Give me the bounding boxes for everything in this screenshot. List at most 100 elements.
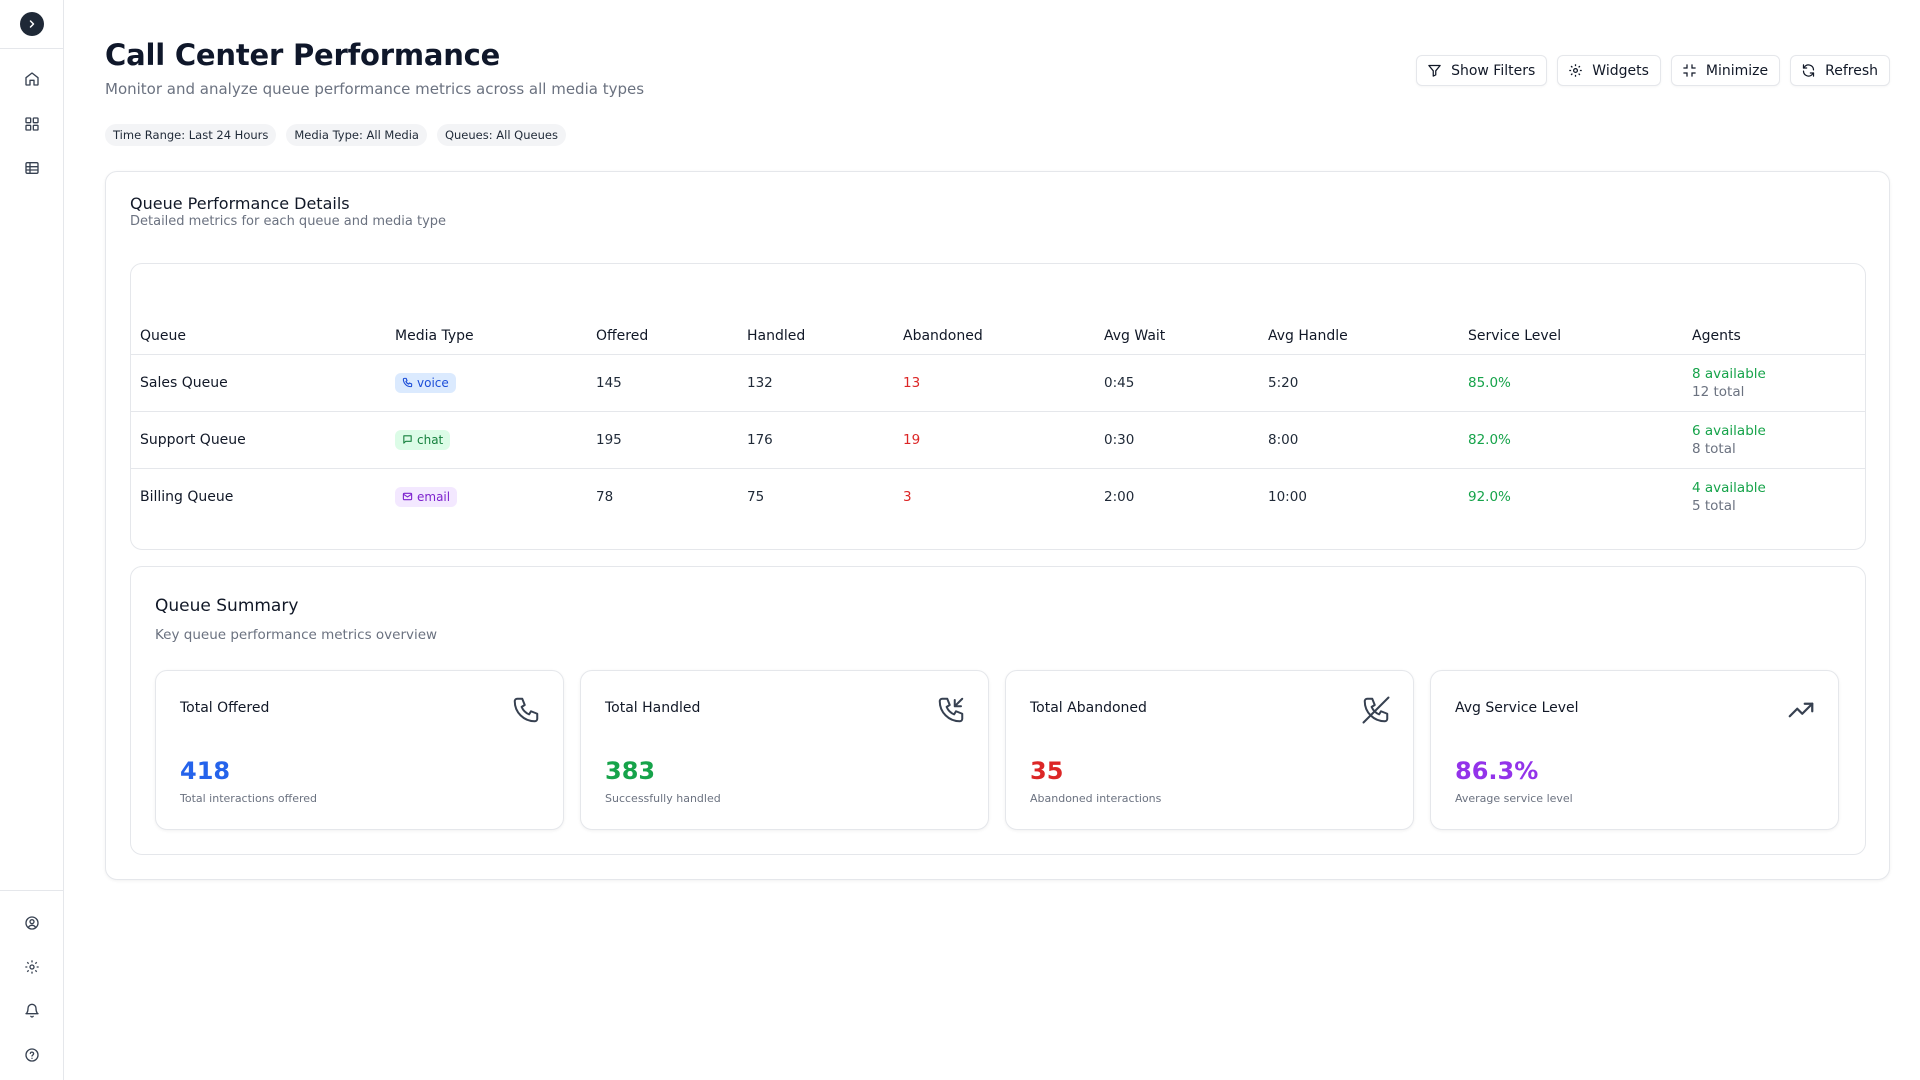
home-icon <box>25 72 39 86</box>
agents-cell: 8 available 12 total <box>1683 354 1865 412</box>
sidebar-item-settings[interactable] <box>22 957 42 977</box>
metric-caption: Abandoned interactions <box>1030 792 1162 805</box>
metric-value: 35 <box>1030 757 1064 785</box>
media-cell: chat <box>386 411 587 469</box>
user-circle-icon <box>25 916 39 930</box>
sidebar-item-table[interactable] <box>22 158 42 178</box>
page-subtitle: Monitor and analyze queue performance me… <box>105 80 645 98</box>
refresh-button[interactable]: Refresh <box>1790 55 1890 86</box>
metric-label: Total Abandoned <box>1030 700 1147 716</box>
queue-performance-card: Queue Performance Details Detailed metri… <box>105 171 1890 880</box>
column-header-queue[interactable]: Queue <box>131 318 386 355</box>
sidebar-divider <box>0 890 64 891</box>
queue-name: Sales Queue <box>131 354 386 412</box>
metric-value: 418 <box>180 757 231 785</box>
avg-wait-cell: 0:45 <box>1095 354 1259 412</box>
phone-icon <box>402 377 413 388</box>
filter-chip-queues[interactable]: Queues: All Queues <box>436 124 566 146</box>
column-header-avg-wait[interactable]: Avg Wait <box>1095 318 1259 355</box>
avg-handle-cell: 8:00 <box>1259 411 1459 469</box>
media-badge-email: email <box>395 486 458 507</box>
metric-label: Total Handled <box>605 700 701 716</box>
dashboard-grid-icon <box>25 117 39 131</box>
service-level-cell: 85.0% <box>1459 354 1683 412</box>
sidebar <box>0 0 64 1080</box>
filter-chip-media-type[interactable]: Media Type: All Media <box>286 124 427 146</box>
table-row[interactable]: Billing Queue email 78 75 3 2:00 10:00 9… <box>131 468 1865 525</box>
avg-wait-cell: 2:00 <box>1104 488 1135 505</box>
media-label: chat <box>417 432 444 447</box>
metric-card-avg-service-level: Avg Service Level 86.3% Average service … <box>1430 670 1839 830</box>
queue-name: Support Queue <box>131 411 386 469</box>
offered-cell: 78 <box>596 488 614 505</box>
handled-cell: 132 <box>738 354 894 412</box>
media-label: voice <box>417 375 449 390</box>
queue-summary-card: Queue Summary Key queue performance metr… <box>130 566 1866 855</box>
metric-card-total-offered: Total Offered 418 Total interactions off… <box>155 670 564 830</box>
show-filters-label: Show Filters <box>1451 62 1536 79</box>
sidebar-item-help[interactable] <box>22 1045 42 1065</box>
abandoned-cell: 19 <box>894 411 1095 469</box>
agents-available: 6 available <box>1692 422 1766 439</box>
handled-cell: 176 <box>738 411 894 469</box>
gear-icon <box>1569 64 1583 77</box>
metric-value: 86.3% <box>1455 757 1539 785</box>
phone-incoming-icon <box>938 697 964 723</box>
agents-total: 5 total <box>1692 497 1736 514</box>
queue-table: Queue Media Type Offered Handled Abandon… <box>131 318 1865 525</box>
minimize-button[interactable]: Minimize <box>1670 55 1781 86</box>
metric-label: Avg Service Level <box>1455 700 1579 716</box>
media-badge-voice: voice <box>395 372 456 393</box>
refresh-icon <box>1803 64 1815 77</box>
details-title: Queue Performance Details <box>130 194 350 213</box>
agents-available: 8 available <box>1692 365 1766 382</box>
agents-available: 4 available <box>1692 479 1766 496</box>
abandoned-cell: 13 <box>894 354 1095 412</box>
queue-table-container: Queue Media Type Offered Handled Abandon… <box>130 263 1866 550</box>
page-title: Call Center Performance <box>105 38 501 72</box>
metric-caption: Total interactions offered <box>180 792 318 805</box>
service-level-cell: 82.0% <box>1459 411 1683 469</box>
metric-card-total-handled: Total Handled 383 Successfully handled <box>580 670 989 830</box>
details-description: Detailed metrics for each queue and medi… <box>130 214 447 229</box>
agents-cell: 6 available 8 total <box>1683 411 1865 469</box>
agents-total: 12 total <box>1692 383 1745 400</box>
trending-up-icon <box>1788 702 1814 718</box>
sidebar-toggle-button[interactable] <box>20 12 44 36</box>
column-header-abandoned[interactable]: Abandoned <box>894 318 1095 355</box>
filter-chip-time-range[interactable]: Time Range: Last 24 Hours <box>105 124 277 146</box>
service-level-cell: 92.0% <box>1468 488 1511 505</box>
media-cell: voice <box>386 354 587 412</box>
table-row[interactable]: Support Queue chat 195 176 19 0:30 8:00 … <box>131 411 1865 469</box>
column-header-avg-handle[interactable]: Avg Handle <box>1259 318 1459 355</box>
toolbar: Show Filters Widgets Minimize Refresh <box>1416 55 1890 86</box>
media-badge-chat: chat <box>395 429 451 450</box>
show-filters-button[interactable]: Show Filters <box>1416 55 1548 86</box>
sidebar-item-notifications[interactable] <box>22 1001 42 1021</box>
sidebar-item-home[interactable] <box>22 69 42 89</box>
handled-cell: 75 <box>747 488 765 505</box>
sidebar-divider <box>0 48 64 49</box>
phone-icon <box>513 697 539 723</box>
widgets-label: Widgets <box>1592 62 1649 79</box>
table-row[interactable]: Sales Queue voice 145 132 13 0:45 5:20 8… <box>131 354 1865 412</box>
avg-handle-cell: 5:20 <box>1259 354 1459 412</box>
column-header-agents[interactable]: Agents <box>1683 318 1865 355</box>
sidebar-item-dashboard[interactable] <box>22 114 42 134</box>
avg-wait-cell: 0:30 <box>1095 411 1259 469</box>
metric-card-total-abandoned: Total Abandoned 35 Abandoned interaction… <box>1005 670 1414 830</box>
column-header-service-level[interactable]: Service Level <box>1459 318 1683 355</box>
avg-handle-cell: 10:00 <box>1268 488 1307 505</box>
sidebar-item-profile[interactable] <box>22 913 42 933</box>
metric-caption: Successfully handled <box>605 792 721 805</box>
minimize-label: Minimize <box>1705 62 1769 79</box>
column-header-offered[interactable]: Offered <box>587 318 738 355</box>
settings-icon <box>25 960 39 974</box>
chevron-right-icon <box>29 20 35 28</box>
bell-icon <box>25 1003 39 1018</box>
column-header-handled[interactable]: Handled <box>738 318 894 355</box>
column-header-media-type[interactable]: Media Type <box>386 318 587 355</box>
widgets-button[interactable]: Widgets <box>1557 55 1661 86</box>
filter-icon <box>1428 64 1441 77</box>
media-label: email <box>417 489 451 504</box>
